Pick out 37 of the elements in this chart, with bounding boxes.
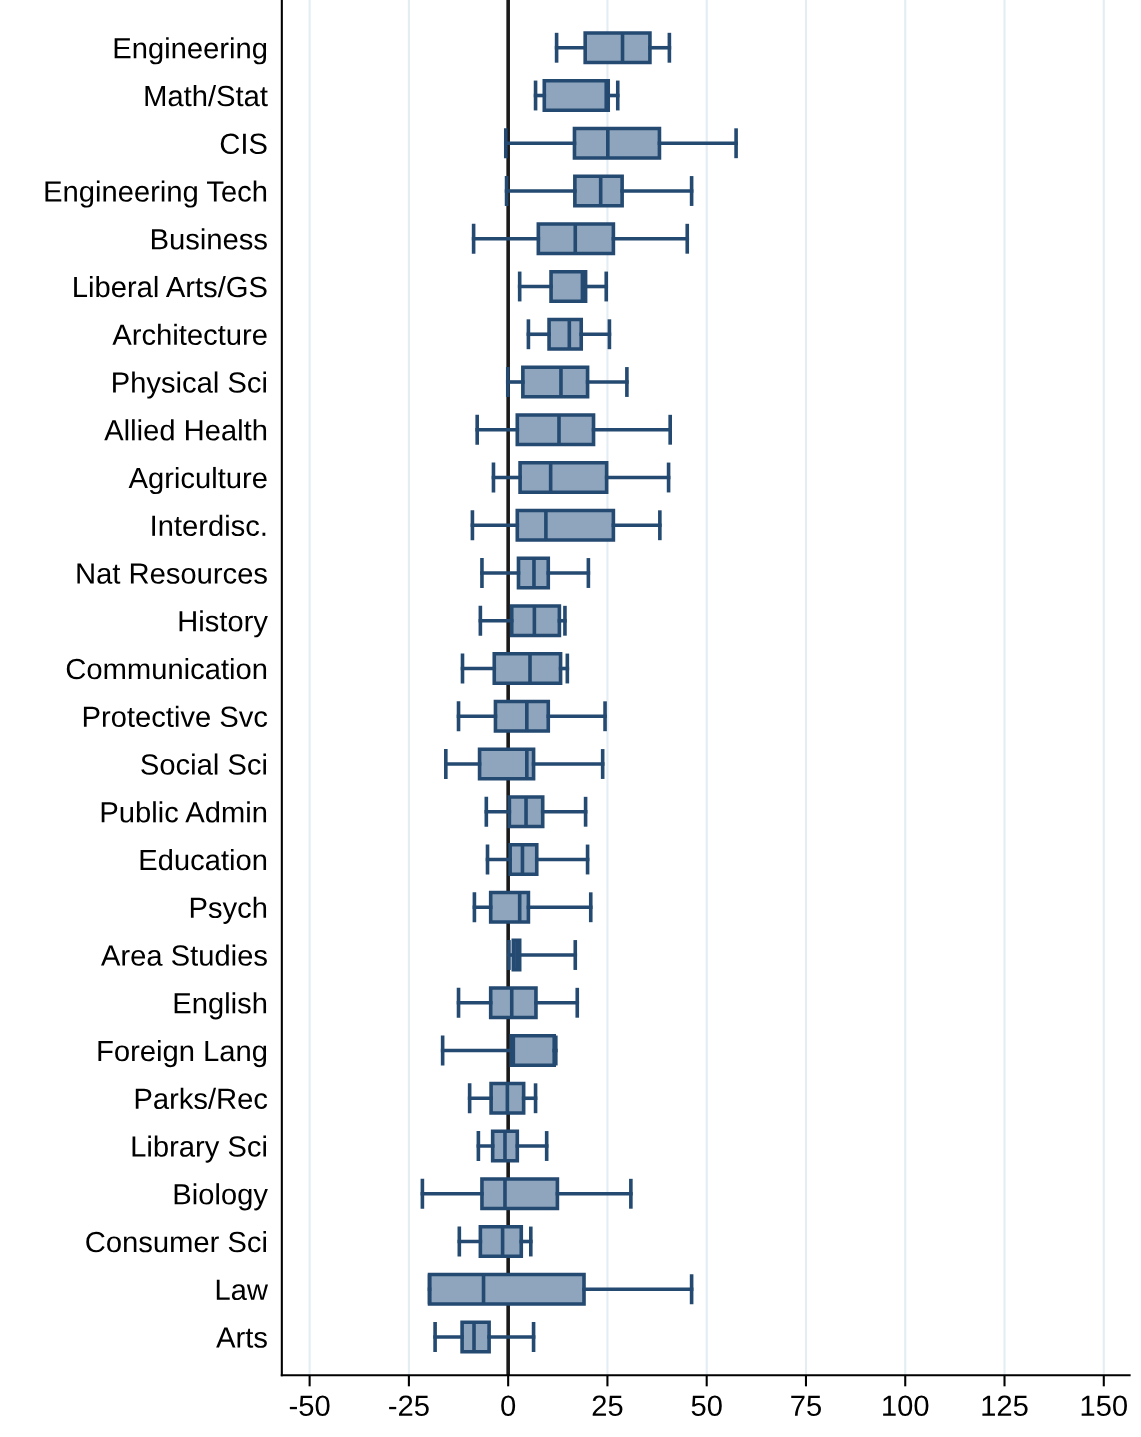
y-tick-label: Nat Resources: [77, 563, 267, 584]
y-tick-label: Interdisc.: [152, 514, 266, 537]
y-tick-label: Foreign Lang: [98, 1039, 267, 1068]
y-tick-label: Agriculture: [128, 466, 267, 495]
y-tick-label: Education: [140, 848, 267, 871]
y-tick-label: Architecture: [112, 323, 267, 346]
y-tick-label: Allied Health: [104, 419, 267, 441]
y-tick-label: Consumer Sci: [86, 1230, 266, 1253]
y-tick-label: Law: [216, 1279, 269, 1301]
y-tick-label: English: [174, 992, 267, 1020]
y-tick-label: History: [179, 610, 268, 638]
y-tick-label: CIS: [220, 133, 267, 155]
y-tick-label: Psych: [190, 896, 267, 924]
x-tick-label: 100: [883, 1395, 929, 1417]
x-tick-label: 25: [592, 1395, 623, 1417]
x-tick-label: 150: [1081, 1395, 1127, 1417]
y-tick-label: Engineering Tech: [45, 180, 267, 208]
y-tick-label: Biology: [174, 1183, 268, 1211]
x-tick-label: 0: [501, 1395, 516, 1417]
y-tick-label: Engineering: [114, 37, 267, 65]
y-tick-label: Liberal Arts/GS: [74, 275, 267, 298]
x-tick-label: 125: [982, 1395, 1028, 1417]
y-tick-label: Protective Svc: [83, 705, 268, 728]
y-tick-label: Business: [151, 228, 267, 250]
y-tick-label: Parks/Rec: [135, 1087, 268, 1110]
x-tick-label: 75: [791, 1395, 821, 1417]
x-tick-label: -50: [289, 1395, 330, 1417]
y-tick-label: Area Studies: [101, 944, 267, 966]
x-tick-label: -25: [389, 1395, 429, 1417]
y-tick-label: Math/Stat: [145, 84, 268, 107]
y-tick-label: Arts: [216, 1327, 267, 1348]
y-tick-label: Public Admin: [101, 801, 267, 823]
y-tick-label: Library Sci: [132, 1135, 266, 1163]
y-tick-label: Social Sci: [141, 753, 266, 775]
x-tick-label: 50: [691, 1395, 722, 1417]
y-tick-label: Communication: [66, 657, 267, 680]
y-tick-label: Physical Sci: [113, 371, 266, 399]
